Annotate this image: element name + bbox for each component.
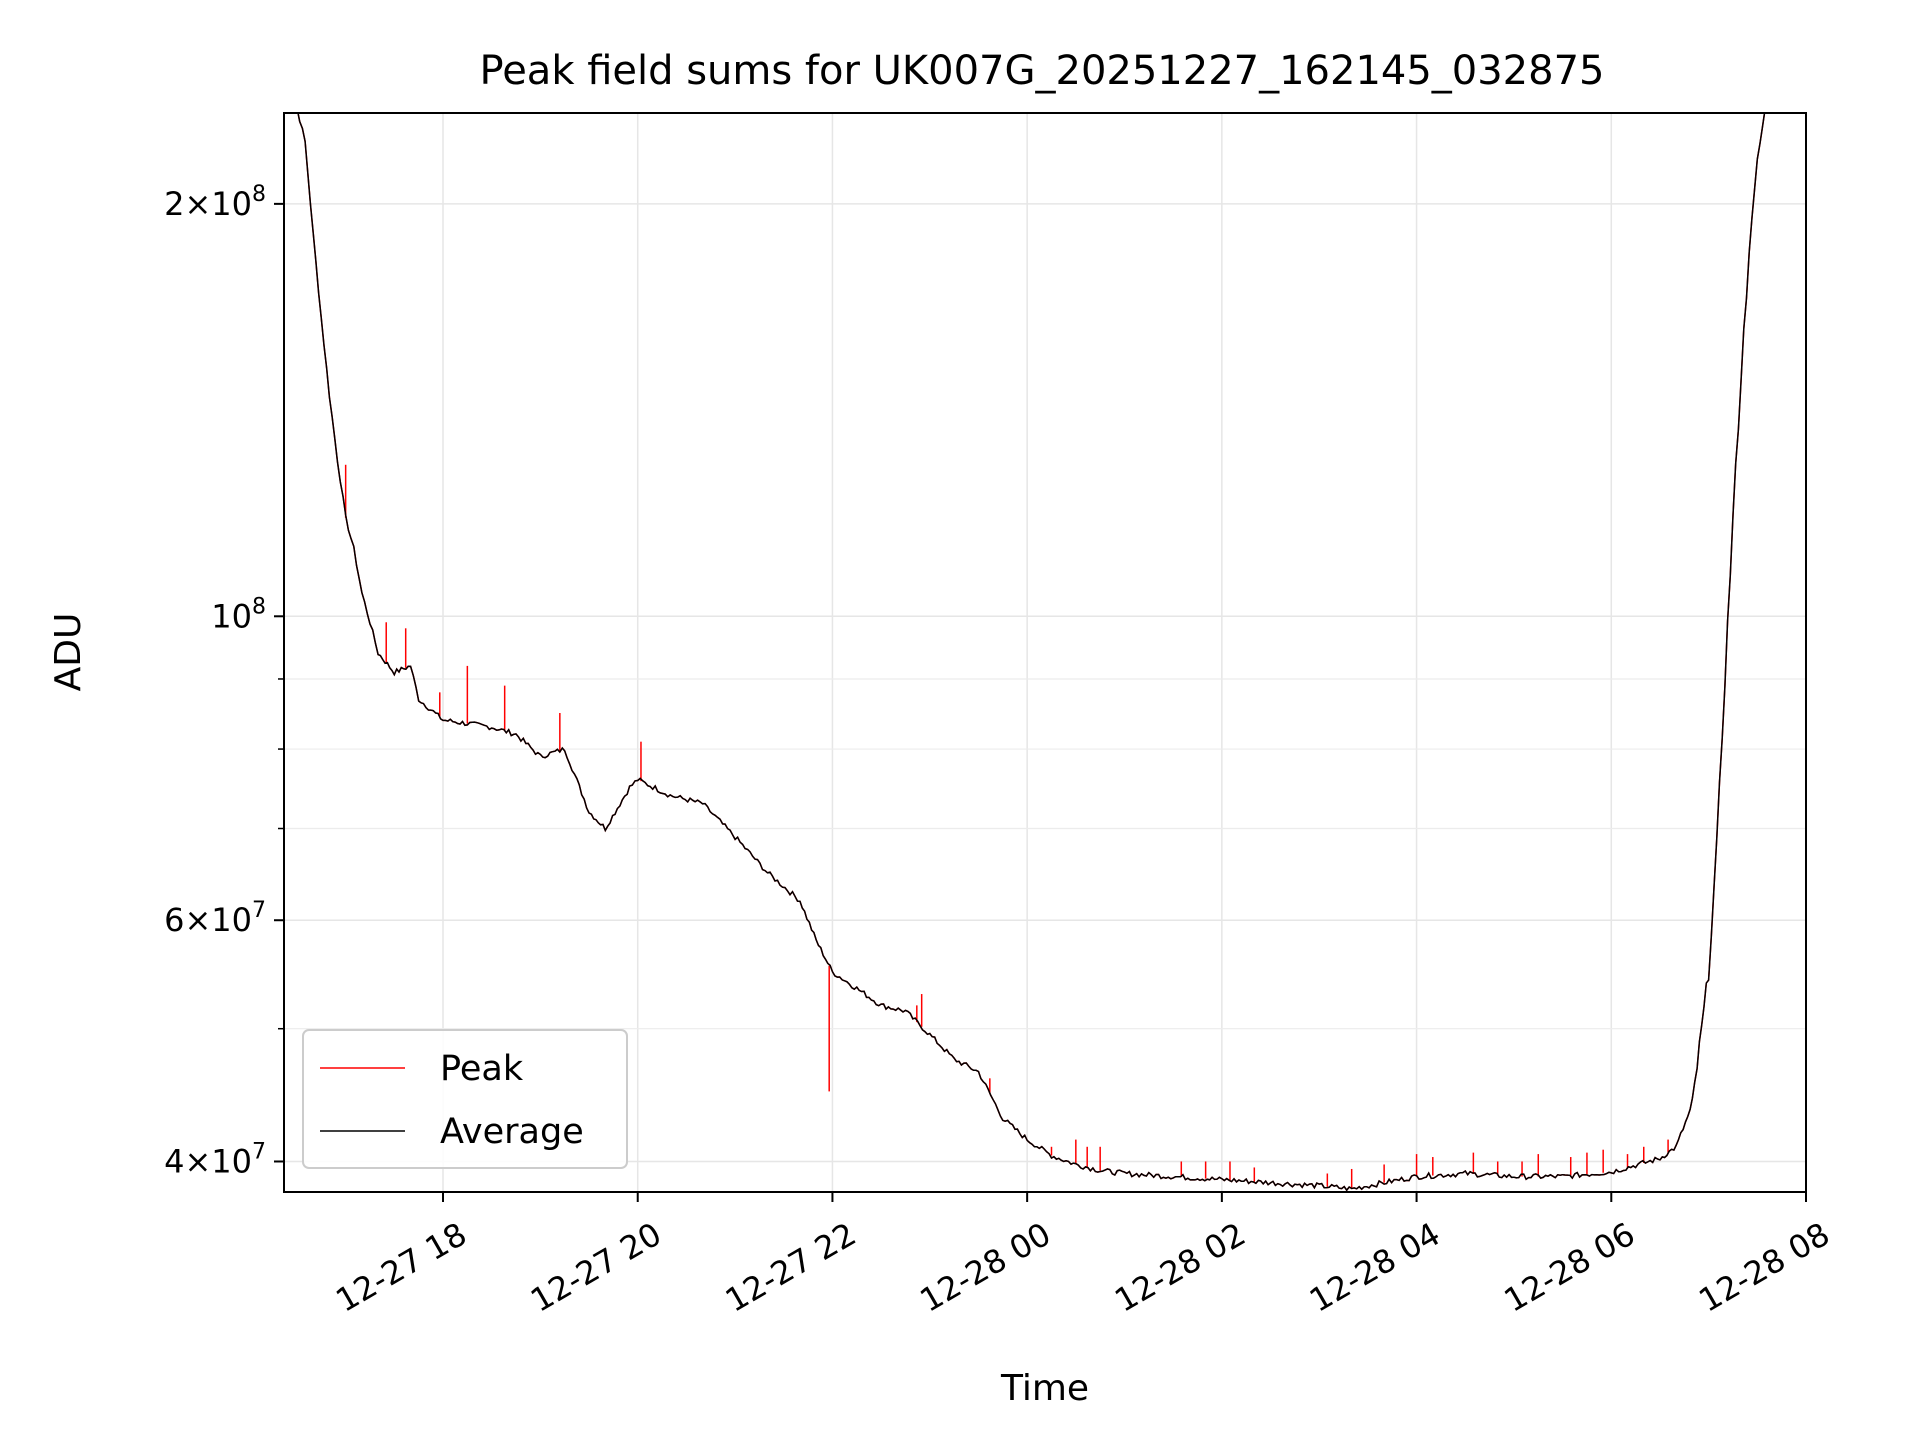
chart-title: Peak field sums for UK007G_20251227_1621…	[480, 48, 1605, 94]
legend-peak-label: Peak	[440, 1049, 524, 1089]
y-axis-label: ADU	[48, 613, 89, 692]
x-axis-label: Time	[1000, 1368, 1089, 1409]
grid-layer	[284, 113, 1807, 1192]
legend-box	[302, 1029, 628, 1169]
series-layer	[297, 113, 1766, 1192]
y-tick-label: 4×107	[164, 1139, 266, 1180]
y-tick-label: 2×108	[164, 182, 266, 223]
plot-frame	[283, 112, 1807, 1193]
average-series-line	[297, 113, 1766, 1192]
y-tick-label: 6×107	[164, 898, 266, 939]
legend-average-label: Average	[440, 1112, 584, 1152]
legend: Peak Average	[302, 1029, 628, 1169]
